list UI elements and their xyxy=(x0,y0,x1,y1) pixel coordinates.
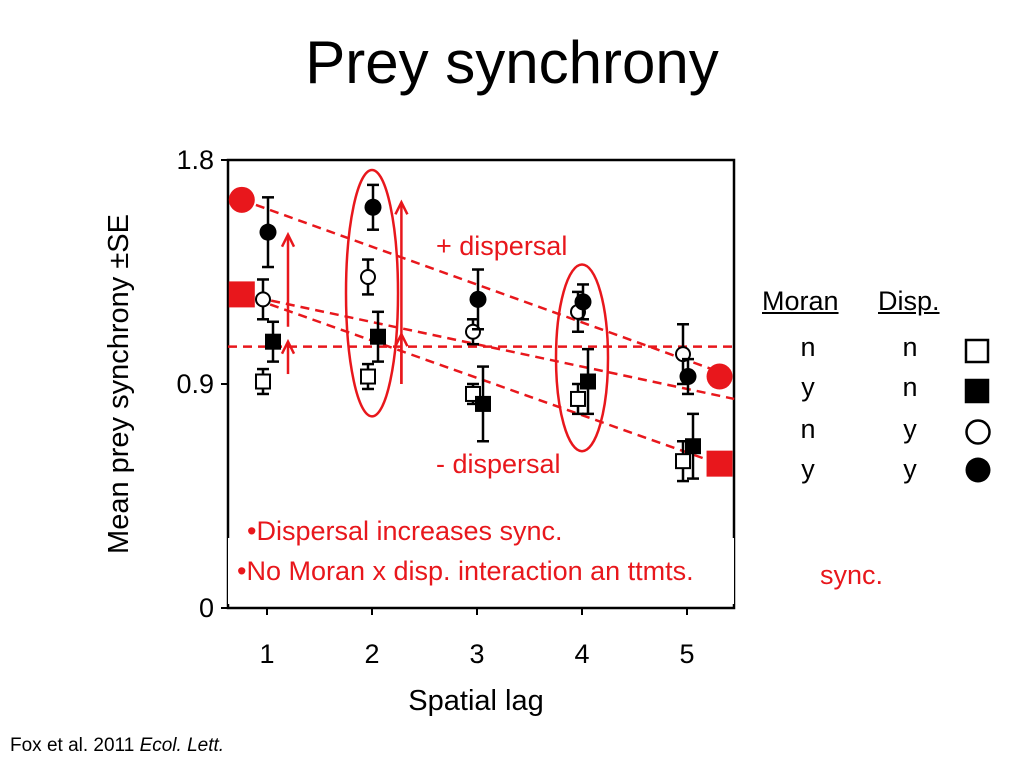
open-circle-point xyxy=(360,268,376,285)
open-circle-marker-icon xyxy=(965,419,991,445)
legend-row-moran: y xyxy=(801,454,815,484)
filled-circle-point xyxy=(574,293,592,311)
filled-circle-point xyxy=(679,368,697,386)
citation-authors: Fox et al. 2011 xyxy=(10,735,135,756)
highlight-ellipse xyxy=(344,168,400,418)
filled-circle-point xyxy=(259,223,277,241)
legend-row-moran: y xyxy=(801,372,815,402)
y-tick-label: 0 xyxy=(199,593,214,623)
x-tick-label: 4 xyxy=(574,639,589,669)
legend-row-disp: y xyxy=(903,454,917,484)
legend-header-moran: Moran xyxy=(762,286,839,316)
y-axis-label: Mean prey synchrony ±SE xyxy=(103,214,135,554)
plus-dispersal-label: + dispersal xyxy=(436,231,567,261)
bullet-box xyxy=(228,538,734,604)
increase-arrowhead xyxy=(280,231,296,248)
filled-square-point xyxy=(370,328,386,345)
filled-square-point xyxy=(580,373,596,390)
legend-header-disp: Disp. xyxy=(878,286,940,316)
filled-circle-point xyxy=(469,290,487,308)
open-circle-point xyxy=(255,291,271,308)
slide-title: Prey synchrony xyxy=(305,29,719,96)
filled-square-point xyxy=(475,395,491,412)
plot-area: 0 0.9 1.8 1 2 3 4 5 xyxy=(176,145,736,669)
legend-row-moran: n xyxy=(800,332,816,362)
open-square-point xyxy=(360,368,376,385)
open-square-point xyxy=(255,373,271,390)
trend-dashed-line xyxy=(241,198,719,373)
x-tick-label: 1 xyxy=(259,639,274,669)
open-circle-point xyxy=(675,346,691,363)
filled-square-marker-icon xyxy=(964,378,990,404)
bullet-overflow-text: sync. xyxy=(820,560,883,590)
x-tick-label: 3 xyxy=(469,639,484,669)
highlight-circle-point xyxy=(228,186,255,213)
filled-square-point xyxy=(265,333,281,350)
legend-row-disp: n xyxy=(902,372,918,402)
filled-square-point xyxy=(685,438,701,455)
increase-arrowhead xyxy=(394,331,409,347)
y-tick-label: 1.8 xyxy=(176,145,214,175)
filled-circle-point xyxy=(364,198,382,216)
legend-row-disp: y xyxy=(903,414,917,444)
legend-row-moran: n xyxy=(800,414,816,444)
open-square-point xyxy=(570,390,586,407)
x-tick-label: 5 xyxy=(679,639,694,669)
x-tick-label: 2 xyxy=(364,639,379,669)
open-square-point xyxy=(675,453,691,470)
highlight-square-point xyxy=(228,281,255,308)
trend-dashed-line xyxy=(241,293,719,465)
increase-arrowhead xyxy=(394,199,409,215)
citation: Fox et al. 2011 Ecol. Lett. xyxy=(10,735,224,757)
y-tick-label: 0.9 xyxy=(176,369,214,399)
bullet-dispersal-increases: •Dispersal increases sync. xyxy=(247,516,563,546)
legend: Moran Disp. n n y n n y y y xyxy=(752,286,1002,496)
legend-row-disp: n xyxy=(902,332,918,362)
filled-circle-marker-icon xyxy=(965,457,991,483)
bullet-no-interaction: •No Moran x disp. interaction an ttmts. xyxy=(237,556,694,586)
citation-journal: Ecol. Lett. xyxy=(139,735,225,756)
highlight-circle-point xyxy=(706,363,733,390)
x-axis-label: Spatial lag xyxy=(408,685,543,717)
highlight-square-point xyxy=(706,450,733,477)
open-square-marker-icon xyxy=(964,338,990,364)
highlight-ellipse xyxy=(554,263,610,453)
increase-arrowhead xyxy=(280,338,296,355)
minus-dispersal-label: - dispersal xyxy=(436,449,561,479)
trend-dashed-line xyxy=(241,293,735,401)
